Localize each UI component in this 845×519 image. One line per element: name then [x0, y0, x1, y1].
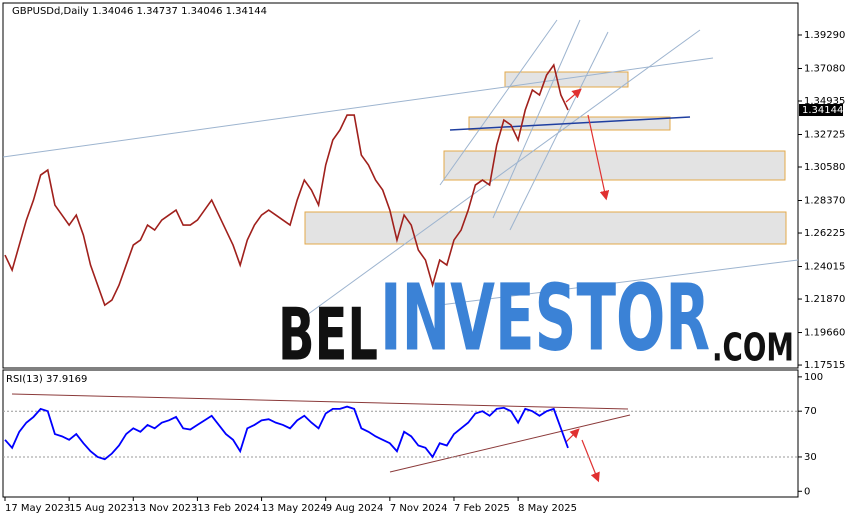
y-tick-label: 1.24015 [804, 262, 845, 273]
rsi-panel [2, 369, 799, 498]
rsi-trend-lines [11, 393, 631, 473]
x-tick-label: 9 Aug 2024 [326, 503, 384, 514]
arrows [565, 88, 610, 483]
y-tick-label: 1.28370 [804, 196, 845, 207]
x-tick-label: 13 Feb 2024 [197, 503, 259, 514]
x-tick-label: 7 Feb 2025 [454, 503, 510, 514]
y-tick-label: 1.37080 [804, 63, 845, 74]
watermark-bel: BEL [278, 293, 378, 377]
x-tick-label: 7 Nov 2024 [390, 503, 448, 514]
arrow [565, 428, 580, 443]
x-tick-label: 8 May 2025 [518, 503, 577, 514]
watermark-investor: INVESTOR [380, 264, 710, 371]
arrow [581, 439, 600, 483]
trend-line [389, 414, 631, 473]
y-tick-label: 1.32725 [804, 129, 845, 140]
trend-line [439, 259, 799, 306]
trend-line [2, 57, 714, 158]
watermark-com: .COM [712, 326, 794, 370]
y-tick-label: 1.34935 [804, 96, 845, 107]
zone [443, 150, 786, 181]
trend-line [11, 393, 629, 410]
zones [304, 71, 787, 245]
trend-lines [2, 19, 799, 321]
series-line [4, 405, 569, 461]
y-tick-label: 0 [804, 486, 810, 497]
y-tick-label: 70 [804, 406, 817, 417]
price-label-box [799, 104, 843, 117]
y-tick-label: 1.39290 [804, 30, 845, 41]
x-tick-label: 13 May 2024 [262, 503, 327, 514]
chart-title: GBPUSDd,Daily 1.34046 1.34737 1.34046 1.… [12, 6, 267, 17]
trend-line [492, 19, 581, 219]
zone [304, 211, 787, 245]
x-tick-label: 13 Nov 2023 [133, 503, 197, 514]
y-tick-label: 1.26225 [804, 228, 845, 239]
y-tick-label: 1.30580 [804, 162, 845, 173]
y-tick-label: 1.21870 [804, 294, 845, 305]
trend-line [509, 31, 609, 231]
y-tick-label: 1.17515 [804, 360, 845, 371]
y-tick-label: 30 [804, 452, 817, 463]
arrow [587, 114, 610, 201]
zone [504, 71, 629, 88]
trend-line [299, 29, 701, 321]
rsi-title: RSI(13) 37.9169 [6, 374, 87, 385]
series-line [4, 63, 569, 307]
x-tick-label: 17 May 2023 [5, 503, 70, 514]
trend-line [439, 19, 558, 186]
price-panel [2, 2, 799, 369]
y-tick-label: 100 [804, 372, 823, 383]
x-tick-label: 15 Aug 2023 [69, 503, 133, 514]
price-label: 1.34144 [802, 105, 843, 116]
trend-line [449, 116, 691, 131]
y-tick-label: 1.19660 [804, 328, 845, 339]
arrow [565, 88, 582, 103]
